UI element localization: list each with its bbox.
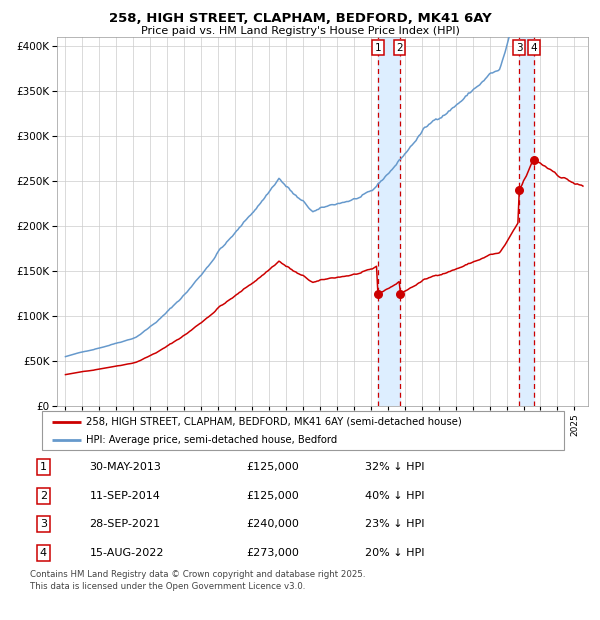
FancyBboxPatch shape — [42, 411, 564, 449]
Text: 3: 3 — [40, 520, 47, 529]
Text: 3: 3 — [516, 43, 523, 53]
Text: Price paid vs. HM Land Registry's House Price Index (HPI): Price paid vs. HM Land Registry's House … — [140, 26, 460, 36]
Point — [529, 156, 539, 166]
Text: 2: 2 — [396, 43, 403, 53]
Text: 258, HIGH STREET, CLAPHAM, BEDFORD, MK41 6AY: 258, HIGH STREET, CLAPHAM, BEDFORD, MK41… — [109, 12, 491, 25]
Text: 2: 2 — [40, 490, 47, 500]
Point — [373, 289, 383, 299]
Text: 1: 1 — [374, 43, 381, 53]
Point — [395, 289, 404, 299]
Text: £125,000: £125,000 — [246, 490, 299, 500]
Bar — [519, 37, 534, 406]
Text: £240,000: £240,000 — [246, 520, 299, 529]
Text: 1: 1 — [40, 462, 47, 472]
Text: Contains HM Land Registry data © Crown copyright and database right 2025.
This d: Contains HM Land Registry data © Crown c… — [30, 570, 365, 591]
Text: HPI: Average price, semi-detached house, Bedford: HPI: Average price, semi-detached house,… — [86, 435, 338, 445]
Text: 40% ↓ HPI: 40% ↓ HPI — [365, 490, 424, 500]
Text: £125,000: £125,000 — [246, 462, 299, 472]
Text: 23% ↓ HPI: 23% ↓ HPI — [365, 520, 424, 529]
Text: 258, HIGH STREET, CLAPHAM, BEDFORD, MK41 6AY (semi-detached house): 258, HIGH STREET, CLAPHAM, BEDFORD, MK41… — [86, 417, 462, 427]
Text: 28-SEP-2021: 28-SEP-2021 — [89, 520, 161, 529]
Text: 11-SEP-2014: 11-SEP-2014 — [89, 490, 160, 500]
Point — [514, 185, 524, 195]
Text: £273,000: £273,000 — [246, 548, 299, 558]
Text: 4: 4 — [531, 43, 538, 53]
Text: 30-MAY-2013: 30-MAY-2013 — [89, 462, 161, 472]
Text: 32% ↓ HPI: 32% ↓ HPI — [365, 462, 424, 472]
Text: 15-AUG-2022: 15-AUG-2022 — [89, 548, 164, 558]
Text: 20% ↓ HPI: 20% ↓ HPI — [365, 548, 424, 558]
Text: 4: 4 — [40, 548, 47, 558]
Bar — [378, 37, 400, 406]
